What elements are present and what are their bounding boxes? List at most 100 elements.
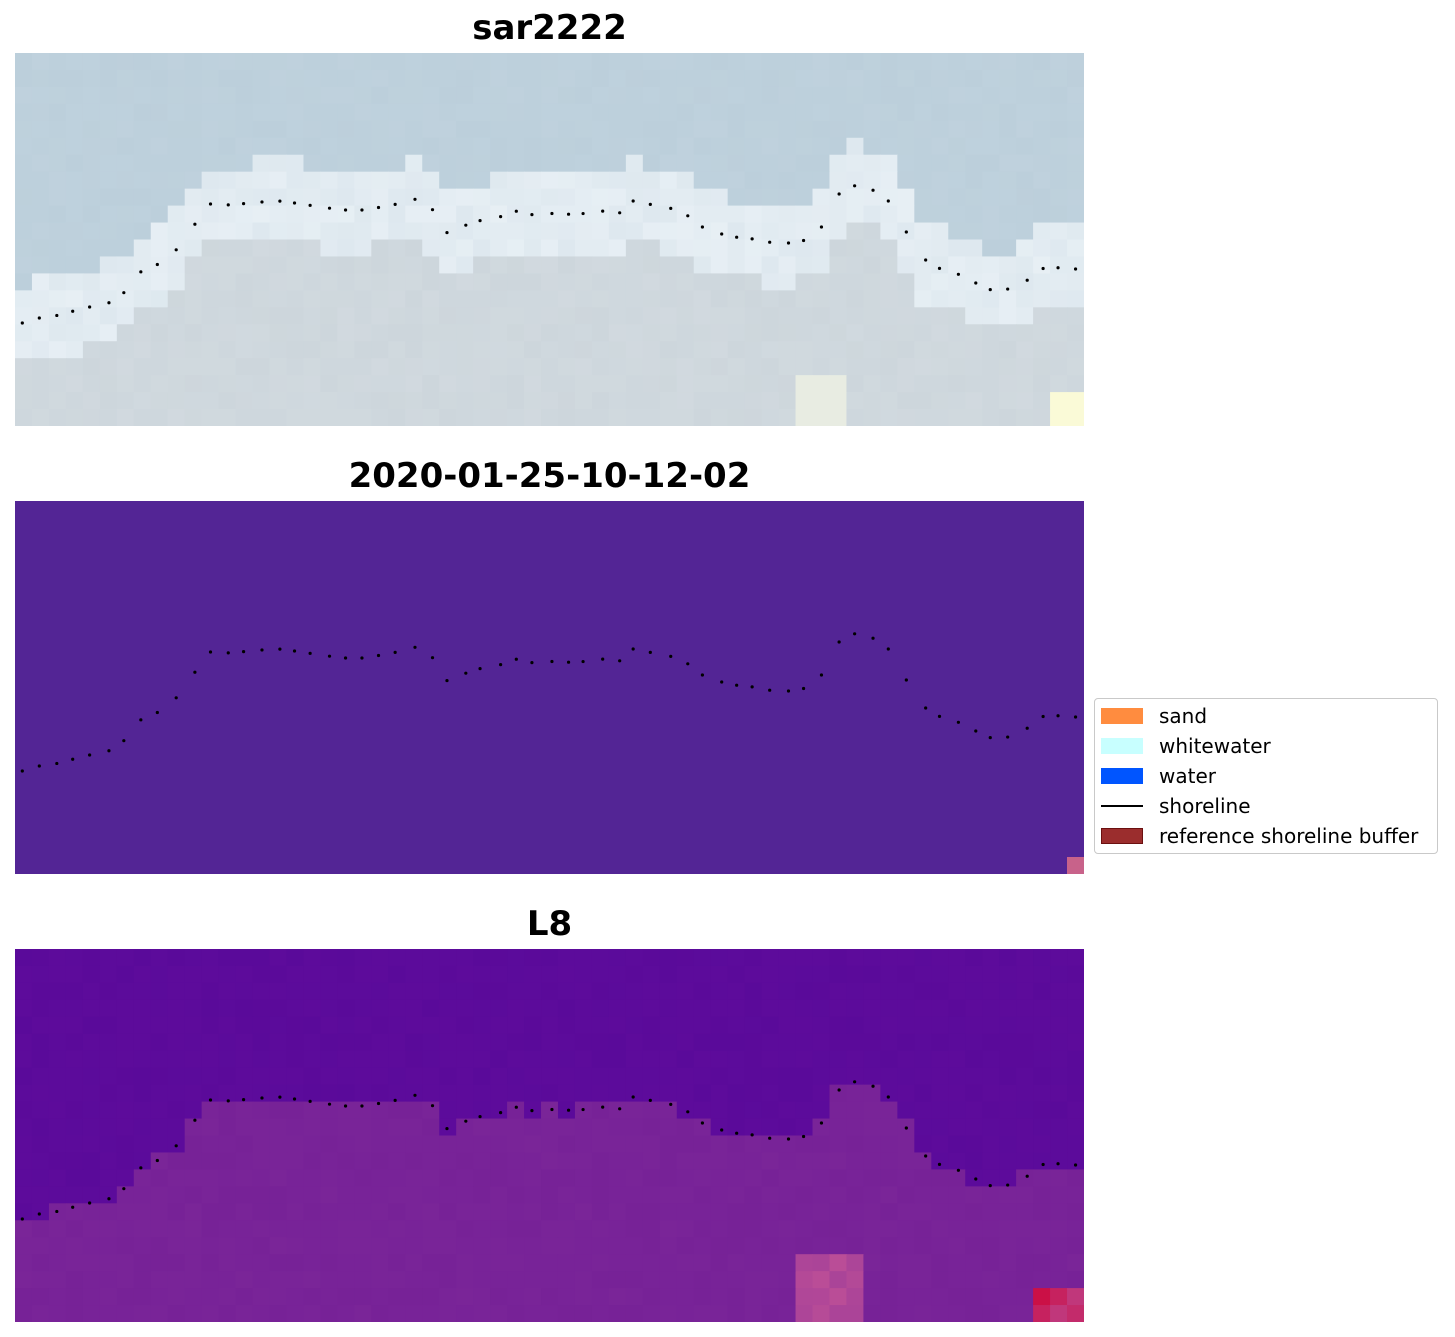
image-pixel <box>1050 341 1068 359</box>
image-pixel <box>710 69 729 88</box>
index-pixel <box>1050 1305 1068 1322</box>
image-pixel <box>252 69 271 88</box>
image-pixel <box>1067 188 1084 207</box>
index-pixel <box>1016 1135 1034 1154</box>
image-pixel <box>795 324 814 342</box>
image-pixel <box>82 69 101 88</box>
index-pixel <box>303 1169 322 1187</box>
image-pixel <box>948 120 966 139</box>
image-pixel <box>388 256 406 275</box>
image-pixel <box>303 137 322 156</box>
image-pixel <box>541 205 559 224</box>
image-pixel <box>574 188 593 207</box>
image-pixel <box>1067 137 1084 156</box>
image-pixel <box>863 53 881 71</box>
image-pixel <box>48 358 67 376</box>
image-pixel <box>320 69 338 88</box>
image-pixel <box>541 222 559 241</box>
image-pixel <box>48 273 67 291</box>
image-pixel <box>744 341 763 359</box>
index-pixel <box>167 1237 186 1255</box>
image-pixel <box>490 137 508 156</box>
image-pixel <box>710 103 729 122</box>
index-pixel <box>965 1169 983 1187</box>
shoreline-point <box>750 1133 754 1137</box>
index-pixel <box>167 1050 186 1069</box>
image-pixel <box>184 290 203 308</box>
index-pixel <box>982 1271 1000 1289</box>
image-pixel <box>557 137 576 156</box>
index-pixel <box>676 1135 695 1154</box>
index-pixel <box>422 965 440 984</box>
image-pixel <box>405 53 423 71</box>
index-pixel <box>914 1288 932 1306</box>
image-pixel <box>625 273 644 291</box>
image-pixel <box>31 103 50 122</box>
image-pixel <box>1050 256 1068 275</box>
index-pixel <box>744 1050 763 1069</box>
index-pixel <box>608 1288 627 1306</box>
shoreline-point <box>530 1109 534 1113</box>
image-pixel <box>982 53 1000 71</box>
image-pixel <box>778 154 797 173</box>
index-pixel <box>727 1101 746 1120</box>
image-pixel <box>829 205 848 224</box>
image-pixel <box>574 53 593 71</box>
image-pixel <box>914 273 932 291</box>
image-pixel <box>965 392 983 410</box>
index-pixel <box>48 1305 67 1322</box>
shoreline-point <box>819 673 824 677</box>
image-pixel <box>371 341 389 359</box>
index-pixel <box>795 949 814 967</box>
image-pixel <box>676 205 695 224</box>
shoreline-point <box>720 232 724 236</box>
image-pixel <box>269 188 288 207</box>
image-pixel <box>744 290 763 308</box>
index-pixel <box>642 965 661 984</box>
index-pixel <box>812 1186 831 1204</box>
index-pixel <box>1050 949 1068 967</box>
shoreline-point <box>700 673 705 677</box>
index-pixel <box>744 1254 763 1272</box>
index-pixel <box>65 1220 84 1238</box>
index-pixel <box>456 1033 474 1052</box>
index-pixel <box>727 982 746 1001</box>
index-pixel <box>710 949 729 967</box>
image-pixel <box>388 324 406 342</box>
image-pixel <box>1016 239 1034 258</box>
image-pixel <box>354 103 372 122</box>
shoreline-point <box>837 192 841 196</box>
image-pixel <box>812 392 831 410</box>
image-pixel <box>235 341 254 359</box>
image-pixel <box>422 53 440 71</box>
image-pixel <box>829 53 848 71</box>
image-pixel <box>269 120 288 139</box>
image-pixel <box>846 256 865 275</box>
index-pixel <box>1050 999 1068 1018</box>
image-pixel <box>473 273 491 291</box>
index-pixel <box>354 949 372 967</box>
index-pixel <box>507 1101 525 1120</box>
image-pixel <box>1067 409 1084 426</box>
index-pixel <box>608 1271 627 1289</box>
index-pixel <box>710 965 729 984</box>
index-pixel <box>507 982 525 1001</box>
image-pixel <box>133 222 152 241</box>
image-pixel <box>778 53 797 71</box>
image-pixel <box>65 273 84 291</box>
image-pixel <box>82 222 101 241</box>
index-pixel <box>1067 1084 1084 1103</box>
index-pixel <box>303 1152 322 1171</box>
image-pixel <box>897 307 915 325</box>
index-pixel <box>337 1169 355 1187</box>
index-pixel <box>1067 1135 1084 1154</box>
image-pixel <box>608 86 627 105</box>
image-pixel <box>880 324 898 342</box>
index-pixel <box>761 949 780 967</box>
image-pixel <box>812 120 831 139</box>
image-pixel <box>167 103 186 122</box>
shoreline-point <box>768 688 772 692</box>
index-pixel <box>541 1118 559 1137</box>
image-pixel <box>320 358 338 376</box>
image-pixel <box>1033 154 1051 173</box>
